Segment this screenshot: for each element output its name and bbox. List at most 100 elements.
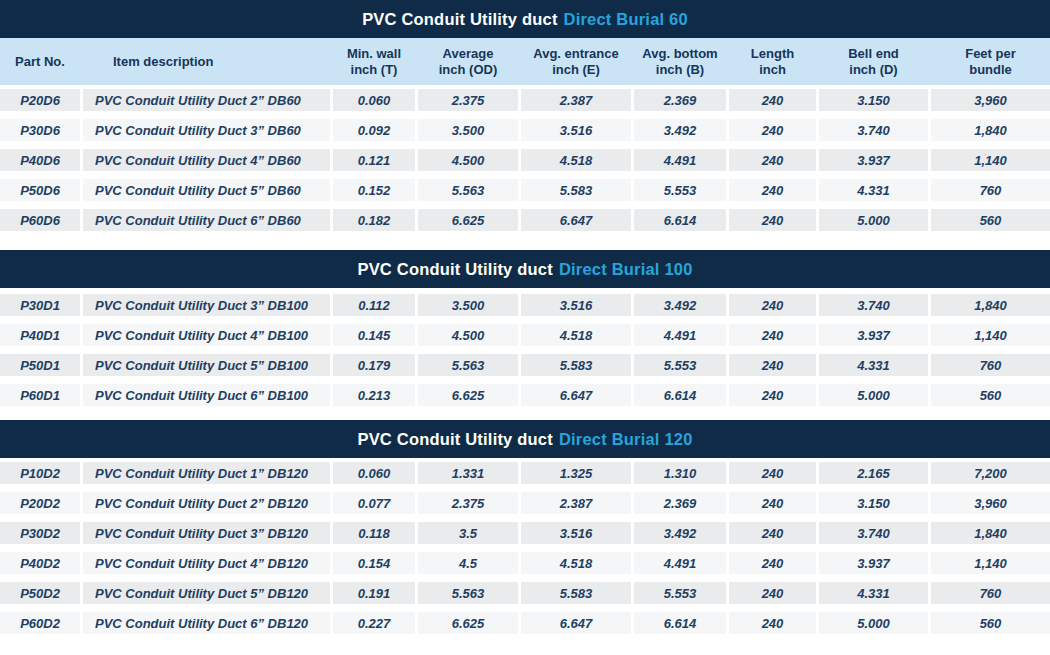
average-od-cell: 2.375	[418, 492, 518, 514]
table-row: P60D6PVC Conduit Utility Duct 6” DB600.1…	[0, 209, 1050, 231]
item-description-cell: PVC Conduit Utility Duct 2” DB120	[83, 492, 330, 514]
average-od-cell: 1.331	[418, 462, 518, 484]
bell-end-cell: 3.150	[819, 89, 928, 111]
average-od-cell: 5.563	[418, 582, 518, 604]
part-no-cell: P20D6	[0, 89, 80, 111]
feet-per-bundle-cell: 760	[931, 179, 1050, 201]
table-row: P30D2PVC Conduit Utility Duct 3” DB1200.…	[0, 522, 1050, 544]
item-description-cell: PVC Conduit Utility Duct 6” DB100	[83, 384, 330, 406]
table-row: P60D2PVC Conduit Utility Duct 6” DB1200.…	[0, 612, 1050, 634]
average-od-cell: 3.500	[418, 119, 518, 141]
section-direct-burial-60: PVC Conduit Utility duct Direct Burial 6…	[0, 0, 1050, 231]
feet-per-bundle-cell: 1,840	[931, 294, 1050, 316]
part-no-cell: P50D1	[0, 354, 80, 376]
section-title-direct-burial-100: PVC Conduit Utility duct Direct Burial 1…	[0, 250, 1050, 288]
item-description-cell: PVC Conduit Utility Duct 6” DB60	[83, 209, 330, 231]
part-no-cell: P30D1	[0, 294, 80, 316]
bell-end-cell: 5.000	[819, 209, 928, 231]
average-od-cell: 6.625	[418, 209, 518, 231]
avg-entrance-cell: 4.518	[521, 324, 631, 346]
length-cell: 240	[729, 149, 816, 171]
item-description-cell: PVC Conduit Utility Duct 3” DB60	[83, 119, 330, 141]
avg-entrance-cell: 6.647	[521, 209, 631, 231]
column-header-part-no: Part No.	[0, 38, 80, 85]
column-header-item-description: Item description	[83, 38, 330, 85]
min-wall-cell: 0.145	[333, 324, 415, 346]
avg-bottom-cell: 3.492	[634, 119, 726, 141]
bell-end-cell: 3.937	[819, 324, 928, 346]
min-wall-cell: 0.112	[333, 294, 415, 316]
column-header-avg-entrance: Avg. entrance inch (E)	[521, 38, 631, 85]
section-title-accent: Direct Burial 60	[564, 10, 688, 29]
min-wall-cell: 0.179	[333, 354, 415, 376]
table-body-direct-burial-100: P30D1PVC Conduit Utility Duct 3” DB1000.…	[0, 294, 1050, 406]
avg-entrance-cell: 2.387	[521, 89, 631, 111]
section-title-direct-burial-120: PVC Conduit Utility duct Direct Burial 1…	[0, 420, 1050, 458]
avg-bottom-cell: 4.491	[634, 324, 726, 346]
column-header-min-wall: Min. wall inch (T)	[333, 38, 415, 85]
average-od-cell: 4.5	[418, 552, 518, 574]
part-no-cell: P30D6	[0, 119, 80, 141]
avg-bottom-cell: 5.553	[634, 179, 726, 201]
min-wall-cell: 0.060	[333, 89, 415, 111]
bell-end-cell: 3.150	[819, 492, 928, 514]
bell-end-cell: 3.937	[819, 552, 928, 574]
avg-bottom-cell: 6.614	[634, 209, 726, 231]
avg-bottom-cell: 2.369	[634, 89, 726, 111]
feet-per-bundle-cell: 560	[931, 209, 1050, 231]
min-wall-cell: 0.182	[333, 209, 415, 231]
avg-entrance-cell: 5.583	[521, 582, 631, 604]
section-title-prefix: PVC Conduit Utility duct	[357, 260, 552, 279]
part-no-cell: P60D1	[0, 384, 80, 406]
item-description-cell: PVC Conduit Utility Duct 6” DB120	[83, 612, 330, 634]
part-no-cell: P50D2	[0, 582, 80, 604]
feet-per-bundle-cell: 1,140	[931, 552, 1050, 574]
average-od-cell: 4.500	[418, 149, 518, 171]
average-od-cell: 3.500	[418, 294, 518, 316]
table-row: P20D6PVC Conduit Utility Duct 2” DB600.0…	[0, 89, 1050, 111]
section-title-prefix: PVC Conduit Utility duct	[362, 10, 557, 29]
item-description-cell: PVC Conduit Utility Duct 5” DB60	[83, 179, 330, 201]
part-no-cell: P10D2	[0, 462, 80, 484]
table-row: P50D1PVC Conduit Utility Duct 5” DB1000.…	[0, 354, 1050, 376]
length-cell: 240	[729, 462, 816, 484]
length-cell: 240	[729, 89, 816, 111]
min-wall-cell: 0.121	[333, 149, 415, 171]
length-cell: 240	[729, 179, 816, 201]
avg-bottom-cell: 5.553	[634, 582, 726, 604]
average-od-cell: 5.563	[418, 354, 518, 376]
length-cell: 240	[729, 492, 816, 514]
part-no-cell: P40D2	[0, 552, 80, 574]
table-row: P30D1PVC Conduit Utility Duct 3” DB1000.…	[0, 294, 1050, 316]
bell-end-cell: 4.331	[819, 179, 928, 201]
bell-end-cell: 3.740	[819, 119, 928, 141]
item-description-cell: PVC Conduit Utility Duct 5” DB120	[83, 582, 330, 604]
bell-end-cell: 5.000	[819, 612, 928, 634]
table-row: P40D2PVC Conduit Utility Duct 4” DB1200.…	[0, 552, 1050, 574]
avg-entrance-cell: 6.647	[521, 384, 631, 406]
length-cell: 240	[729, 119, 816, 141]
section-title-accent: Direct Burial 120	[559, 430, 693, 449]
table-row: P60D1PVC Conduit Utility Duct 6” DB1000.…	[0, 384, 1050, 406]
bell-end-cell: 5.000	[819, 384, 928, 406]
table-row: P30D6PVC Conduit Utility Duct 3” DB600.0…	[0, 119, 1050, 141]
avg-entrance-cell: 3.516	[521, 294, 631, 316]
part-no-cell: P40D1	[0, 324, 80, 346]
feet-per-bundle-cell: 560	[931, 612, 1050, 634]
pvc-conduit-spec-sheet: PVC Conduit Utility duct Direct Burial 6…	[0, 0, 1050, 655]
avg-bottom-cell: 4.491	[634, 149, 726, 171]
average-od-cell: 6.625	[418, 384, 518, 406]
bell-end-cell: 3.740	[819, 294, 928, 316]
min-wall-cell: 0.154	[333, 552, 415, 574]
length-cell: 240	[729, 582, 816, 604]
min-wall-cell: 0.227	[333, 612, 415, 634]
feet-per-bundle-cell: 560	[931, 384, 1050, 406]
avg-bottom-cell: 3.492	[634, 294, 726, 316]
avg-bottom-cell: 6.614	[634, 384, 726, 406]
item-description-cell: PVC Conduit Utility Duct 5” DB100	[83, 354, 330, 376]
min-wall-cell: 0.152	[333, 179, 415, 201]
avg-entrance-cell: 3.516	[521, 119, 631, 141]
table-row: P50D2PVC Conduit Utility Duct 5” DB1200.…	[0, 582, 1050, 604]
part-no-cell: P60D2	[0, 612, 80, 634]
length-cell: 240	[729, 294, 816, 316]
